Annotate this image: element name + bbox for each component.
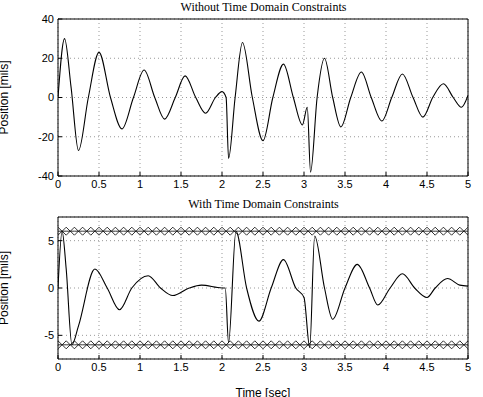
svg-text:0: 0 [55, 361, 61, 373]
svg-text:Time [sec]: Time [sec] [236, 386, 291, 397]
svg-text:3: 3 [301, 361, 307, 373]
svg-text:0: 0 [55, 178, 61, 190]
svg-text:4: 4 [383, 361, 389, 373]
svg-text:5: 5 [48, 235, 54, 247]
svg-text:0: 0 [48, 91, 54, 103]
html-text:Without Time Domain Constraint: Without Time Domain Constraints [180, 0, 347, 14]
svg-text:1.5: 1.5 [173, 178, 188, 190]
svg-text:2.5: 2.5 [255, 361, 270, 373]
svg-text:Position [mils]: Position [mils] [8, 60, 11, 134]
svg-text:2.5: 2.5 [255, 178, 270, 190]
svg-text:-5: -5 [44, 329, 54, 341]
svg-text:0.5: 0.5 [91, 361, 106, 373]
svg-text:3.5: 3.5 [337, 361, 352, 373]
svg-text:4.5: 4.5 [419, 178, 434, 190]
svg-text:1: 1 [137, 178, 143, 190]
svg-text:40: 40 [42, 14, 54, 25]
svg-text:-40: -40 [38, 170, 54, 182]
svg-text:2: 2 [219, 361, 225, 373]
svg-text:3.5: 3.5 [337, 178, 352, 190]
svg-text:20: 20 [42, 52, 54, 64]
svg-text:1: 1 [137, 361, 143, 373]
svg-text:0.5: 0.5 [91, 178, 106, 190]
svg-text:2: 2 [219, 178, 225, 190]
svg-text:0: 0 [48, 282, 54, 294]
html-text:With Time Domain Constraints: With Time Domain Constraints [188, 197, 339, 211]
svg-text:4: 4 [383, 178, 389, 190]
svg-text:3: 3 [301, 178, 307, 190]
svg-text:-20: -20 [38, 131, 54, 143]
svg-text:1.5: 1.5 [173, 361, 188, 373]
svg-text:5: 5 [465, 178, 471, 190]
svg-text:Position [mils]: Position [mils] [8, 251, 11, 325]
svg-text:4.5: 4.5 [419, 361, 434, 373]
svg-text:5: 5 [465, 361, 471, 373]
